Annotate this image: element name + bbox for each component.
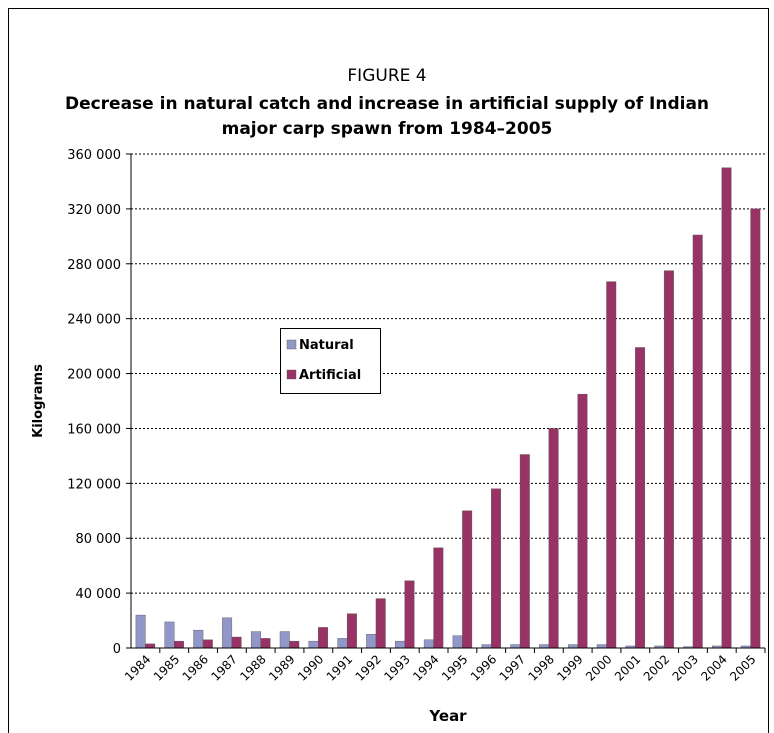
bar xyxy=(366,634,377,649)
frame xyxy=(8,8,769,733)
bar xyxy=(289,640,300,649)
x-tick-label: 1995 xyxy=(439,652,470,683)
x-tick-label: 1994 xyxy=(410,652,441,683)
bar xyxy=(174,640,184,649)
y-tick-label: 40 000 xyxy=(76,587,122,602)
x-tick-label: 2000 xyxy=(583,652,614,683)
bar xyxy=(395,640,405,649)
legend-swatch xyxy=(286,339,297,350)
y-tick-label: 160 000 xyxy=(67,422,121,437)
bar xyxy=(404,580,415,649)
bar xyxy=(452,635,463,649)
bar xyxy=(692,234,703,649)
y-tick-label: 120 000 xyxy=(67,477,121,492)
bar xyxy=(577,393,588,649)
x-tick-label: 1987 xyxy=(208,652,239,683)
x-tick-label: 1985 xyxy=(151,652,182,683)
x-tick-label: 1989 xyxy=(266,652,297,683)
bar xyxy=(567,644,578,649)
bar xyxy=(318,627,329,649)
bar xyxy=(481,644,492,649)
y-tick-label: 200 000 xyxy=(67,368,121,383)
bar xyxy=(231,636,242,649)
x-tick-label: 1991 xyxy=(324,652,355,683)
bar xyxy=(510,644,521,649)
x-tick-label: 1992 xyxy=(353,652,384,683)
bar xyxy=(539,644,550,649)
y-tick-label: 280 000 xyxy=(67,258,121,273)
legend-swatch xyxy=(286,369,297,380)
figure-label: FIGURE 4 xyxy=(347,66,426,86)
x-tick-label: 1988 xyxy=(237,652,268,683)
bar xyxy=(721,167,732,649)
bar xyxy=(491,488,501,649)
bar xyxy=(375,598,386,649)
x-tick-label: 2004 xyxy=(698,652,729,683)
bar xyxy=(222,617,233,649)
legend-box xyxy=(280,328,381,394)
legend-label: Artificial xyxy=(299,368,361,383)
bar xyxy=(548,428,559,649)
x-tick-label: 1990 xyxy=(295,652,326,683)
bar xyxy=(145,643,156,649)
x-tick-label: 1997 xyxy=(497,652,528,683)
bar xyxy=(346,613,357,649)
y-tick-label: 360 000 xyxy=(67,148,121,163)
bar xyxy=(606,281,617,649)
y-tick-label: 80 000 xyxy=(76,532,122,547)
bar xyxy=(202,639,213,649)
x-tick-label: 1986 xyxy=(180,652,211,683)
y-tick-label: 320 000 xyxy=(67,203,121,218)
x-tick-label: 1998 xyxy=(525,652,556,683)
y-axis-label: Kilograms xyxy=(31,364,46,438)
bar xyxy=(193,629,204,649)
chart-title: Decrease in natural catch and increase i… xyxy=(65,94,709,139)
bar xyxy=(462,510,473,649)
x-tick-label: 2002 xyxy=(641,652,672,683)
bar xyxy=(260,638,271,649)
legend-label: Natural xyxy=(299,338,354,353)
x-tick-label: 2003 xyxy=(670,652,701,683)
bar xyxy=(423,639,434,649)
bar xyxy=(279,631,290,649)
x-tick-label: 1999 xyxy=(554,652,585,683)
x-axis-label: Year xyxy=(428,707,467,725)
bar xyxy=(596,644,607,649)
x-tick-label: 2001 xyxy=(612,652,643,683)
x-tick-label: 1993 xyxy=(381,652,412,683)
bar xyxy=(433,547,444,649)
bar xyxy=(308,640,319,649)
x-tick-label: 1996 xyxy=(468,652,499,683)
bar xyxy=(250,631,261,649)
bar xyxy=(663,270,674,649)
bar xyxy=(135,614,146,649)
bar xyxy=(635,347,646,649)
legend: Natural Artificial xyxy=(280,328,381,394)
y-tick-label: 240 000 xyxy=(67,313,121,328)
bar xyxy=(519,454,530,649)
bar xyxy=(337,638,348,649)
bar xyxy=(164,621,175,649)
bar xyxy=(750,208,761,649)
y-tick-label: 0 xyxy=(113,642,121,657)
x-tick-label: 2005 xyxy=(727,652,758,683)
x-tick-label: 1984 xyxy=(122,652,153,683)
